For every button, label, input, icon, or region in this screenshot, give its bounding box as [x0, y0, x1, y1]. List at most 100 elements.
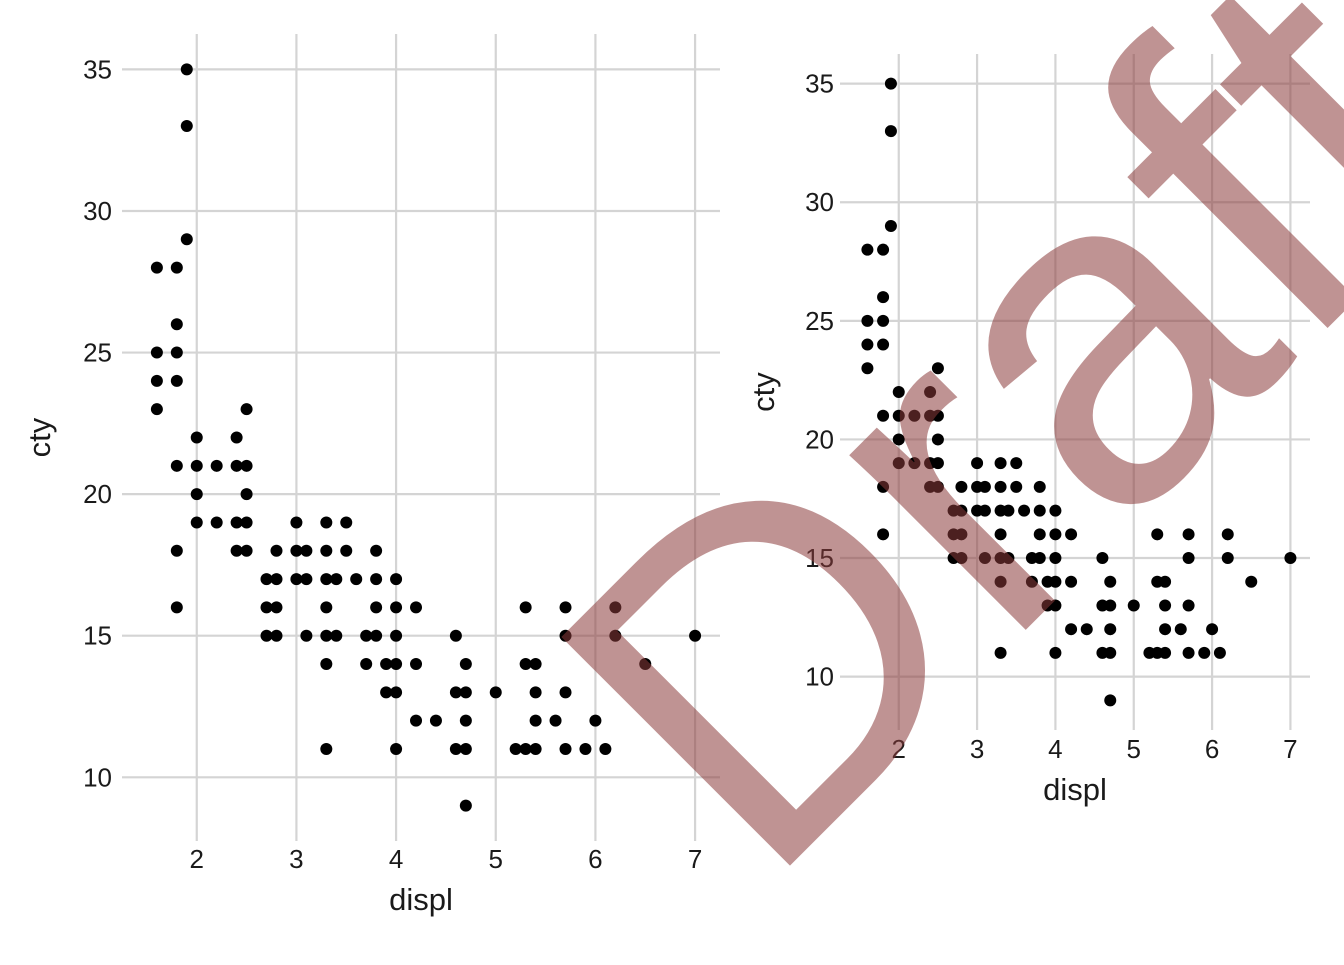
x-tick-label: 4	[1048, 734, 1062, 764]
data-point	[320, 573, 333, 586]
data-point	[1010, 480, 1023, 493]
data-point	[599, 742, 612, 755]
data-point	[190, 516, 203, 529]
data-point	[230, 516, 243, 529]
data-point	[240, 403, 253, 416]
data-point	[559, 601, 572, 614]
y-axis-title: cty	[22, 417, 57, 457]
data-point	[924, 386, 937, 398]
data-point	[971, 457, 984, 470]
y-tick-label: 15	[83, 621, 112, 651]
data-point	[579, 742, 592, 755]
y-tick-label: 10	[805, 662, 834, 692]
data-point	[330, 629, 343, 642]
data-point	[1049, 599, 1062, 612]
data-point	[955, 480, 968, 493]
data-point	[877, 291, 890, 304]
data-point	[1159, 646, 1172, 659]
data-point	[559, 686, 572, 699]
data-point	[1151, 528, 1164, 541]
data-point	[340, 516, 353, 529]
data-point	[290, 544, 303, 557]
data-point	[390, 573, 403, 586]
data-point	[955, 528, 968, 541]
data-point	[861, 314, 874, 327]
data-point	[994, 646, 1007, 659]
data-point	[877, 338, 890, 351]
data-point	[270, 573, 283, 586]
data-point	[892, 409, 905, 422]
data-point	[390, 686, 403, 699]
data-point	[1002, 552, 1015, 565]
data-point	[892, 386, 905, 398]
data-point	[240, 516, 253, 529]
x-axis-title: displ	[1043, 772, 1107, 807]
data-point	[360, 658, 373, 671]
data-point	[1025, 575, 1038, 588]
data-point	[884, 219, 897, 232]
data-point	[360, 629, 373, 642]
left-scatter-panel: 2 3 4 5 6 7 10 15 20 25 30 35 displ cty	[22, 34, 720, 917]
data-point	[390, 629, 403, 642]
data-point	[290, 516, 303, 529]
data-point	[908, 409, 921, 422]
data-point	[410, 658, 423, 671]
data-point	[1174, 623, 1187, 636]
data-point	[240, 544, 253, 557]
data-point	[549, 714, 562, 727]
data-point	[1182, 599, 1195, 612]
data-point	[1104, 575, 1117, 588]
data-point	[994, 575, 1007, 588]
data-point	[370, 544, 383, 557]
data-point	[390, 658, 403, 671]
data-point	[449, 686, 462, 699]
data-point	[1206, 623, 1219, 636]
data-point	[892, 457, 905, 470]
data-point	[1049, 552, 1062, 565]
data-point	[1049, 575, 1062, 588]
data-point	[1065, 528, 1078, 541]
data-point	[459, 799, 472, 812]
x-tick-label: 5	[489, 844, 503, 874]
data-point	[300, 573, 313, 586]
data-point	[931, 480, 944, 493]
x-tick-label: 3	[289, 844, 303, 874]
data-point	[170, 318, 183, 331]
data-point	[190, 488, 203, 501]
data-point	[180, 233, 193, 246]
x-tick-label: 2	[892, 734, 906, 764]
data-point	[170, 261, 183, 274]
data-point	[410, 601, 423, 614]
data-point	[861, 338, 874, 351]
data-point	[1002, 504, 1015, 517]
data-point	[1182, 646, 1195, 659]
data-point	[1033, 480, 1046, 493]
data-point	[270, 629, 283, 642]
x-tick-label: 7	[688, 844, 702, 874]
data-point	[529, 742, 542, 755]
data-point	[1104, 599, 1117, 612]
data-point	[260, 629, 273, 642]
y-tick-label: 35	[805, 69, 834, 99]
data-point	[449, 629, 462, 642]
data-point	[1182, 552, 1195, 565]
data-point	[170, 544, 183, 557]
data-point	[1065, 575, 1078, 588]
data-point	[230, 431, 243, 444]
data-point	[877, 314, 890, 327]
data-point	[300, 544, 313, 557]
data-point	[290, 573, 303, 586]
data-point	[931, 457, 944, 470]
data-point	[170, 346, 183, 359]
data-point	[459, 714, 472, 727]
data-point	[1018, 504, 1031, 517]
data-point	[978, 552, 991, 565]
y-tick-label: 30	[83, 196, 112, 226]
data-point	[270, 544, 283, 557]
data-point	[609, 601, 622, 614]
data-point	[150, 403, 163, 416]
data-point	[529, 714, 542, 727]
x-tick-label: 4	[389, 844, 403, 874]
data-point	[1221, 552, 1234, 565]
